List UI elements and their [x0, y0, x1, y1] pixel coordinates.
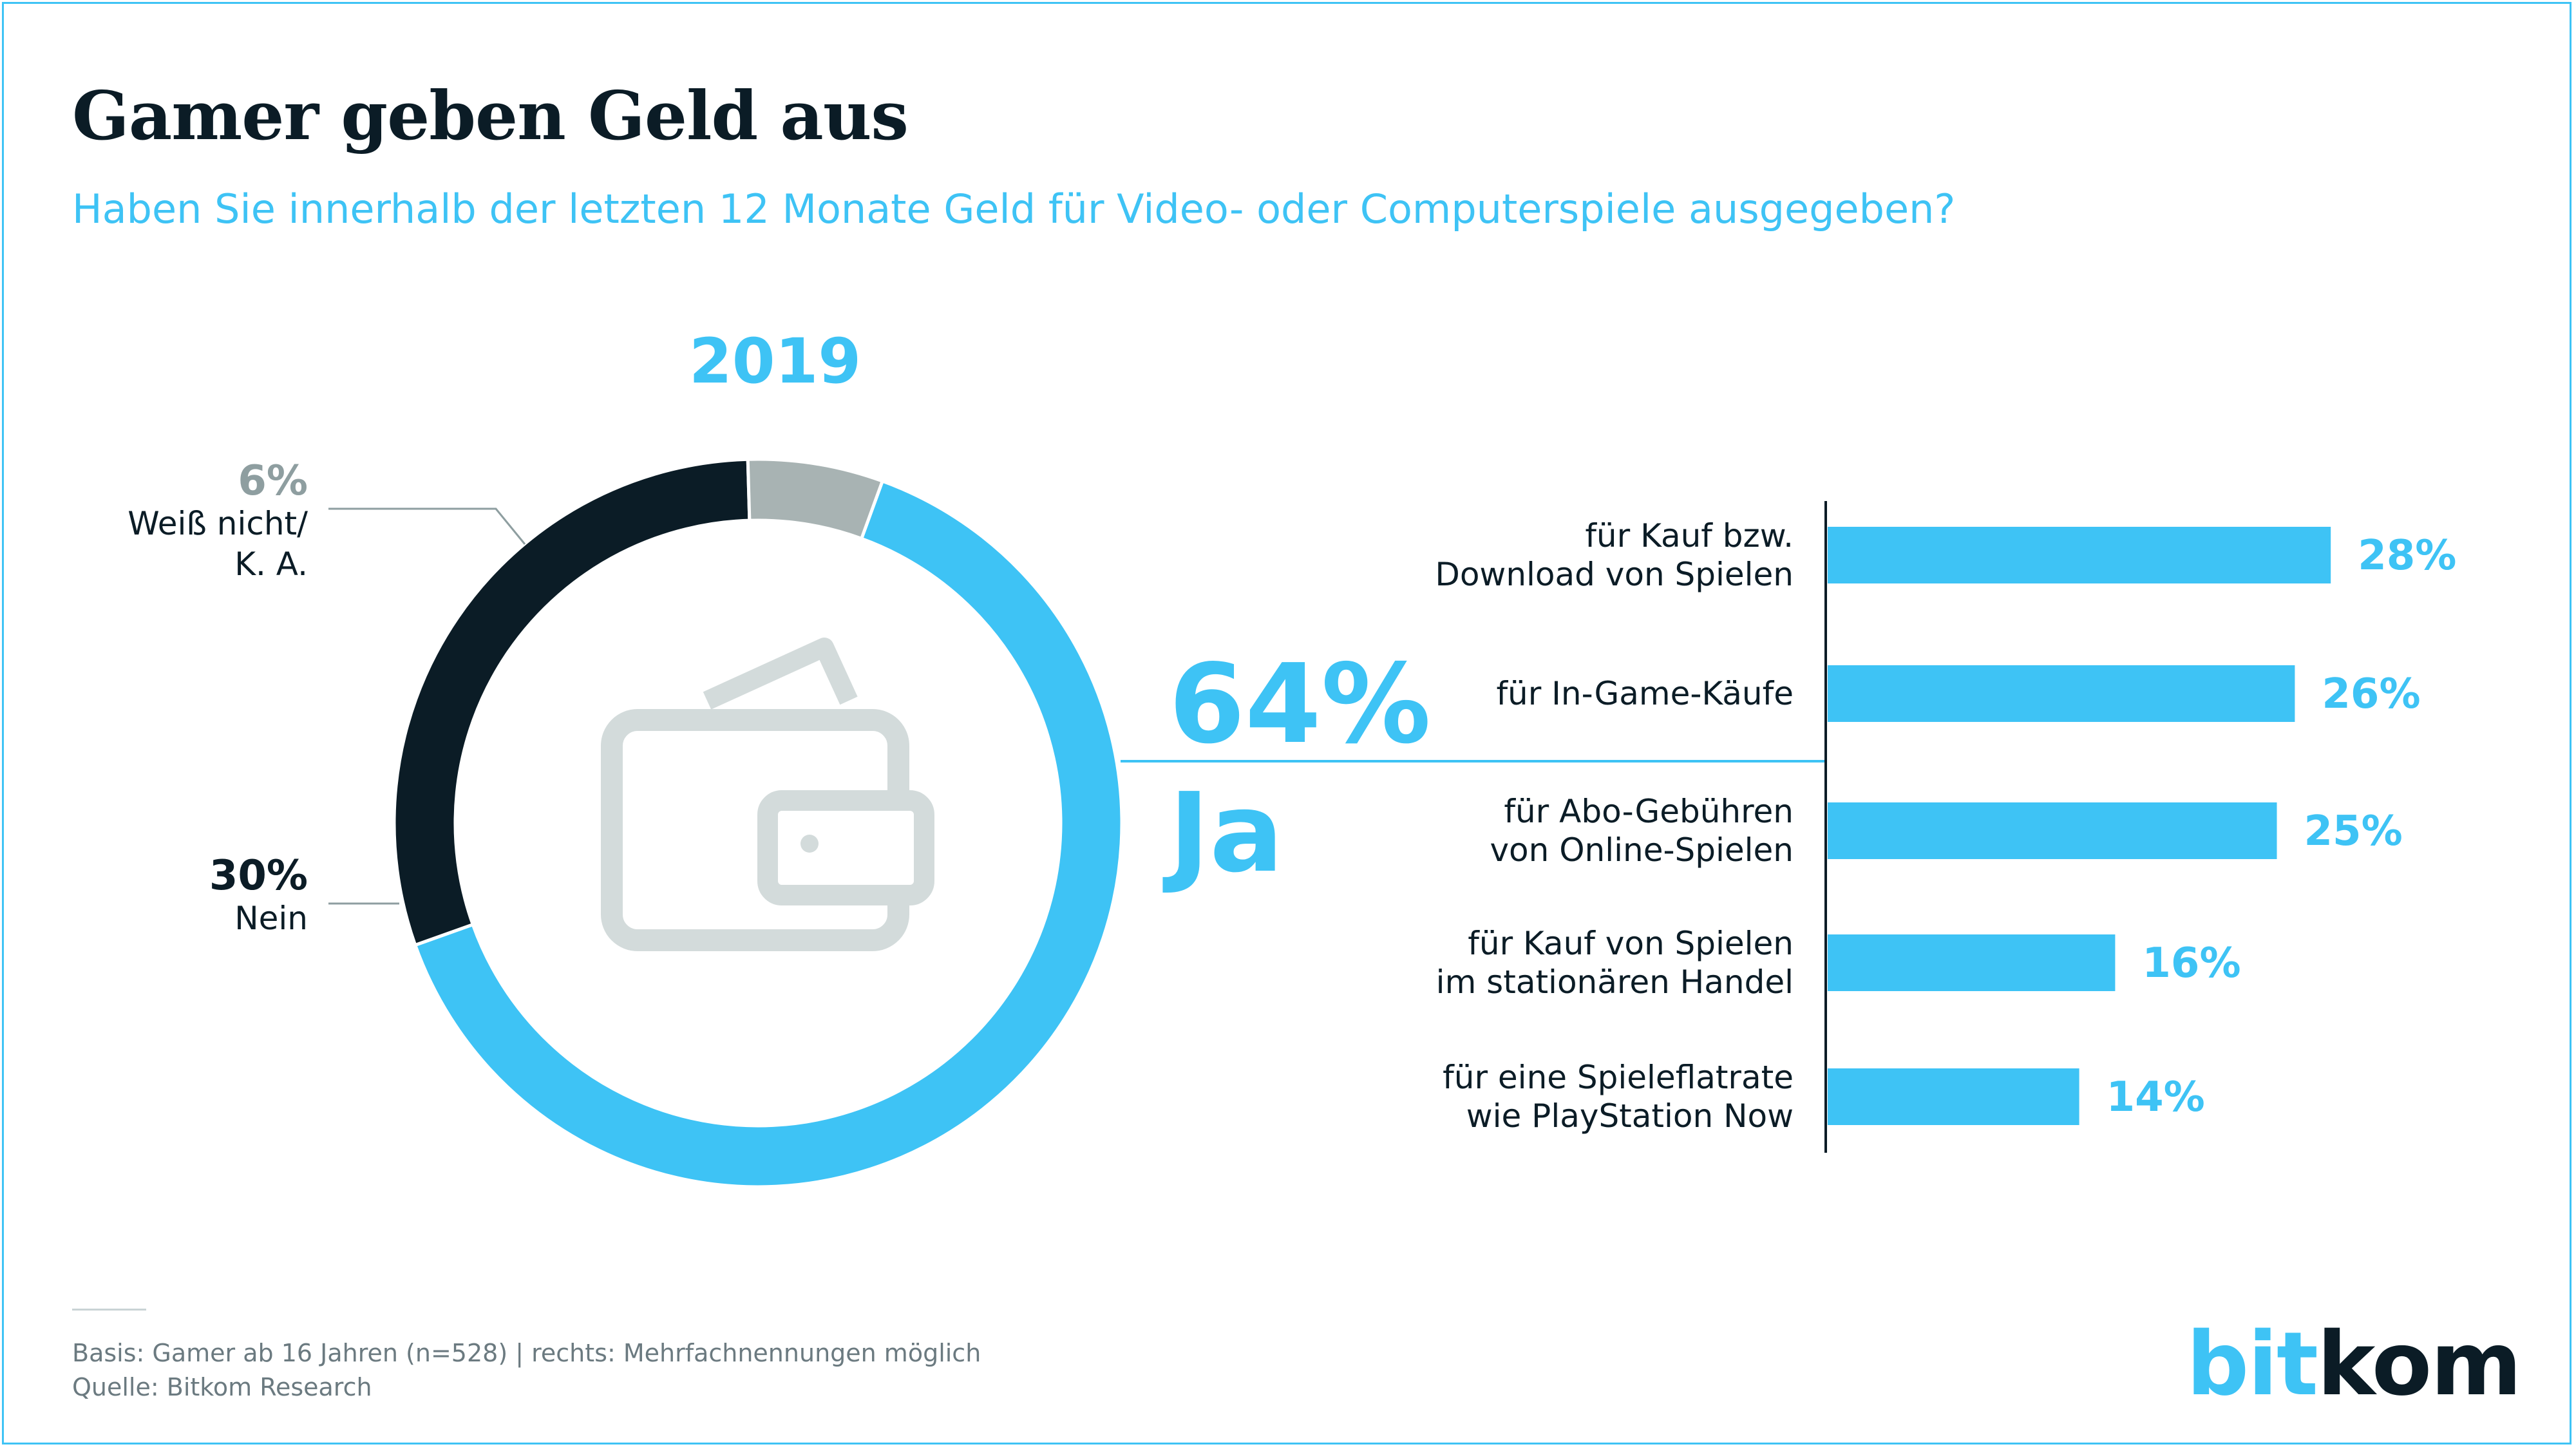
- bar-category-label: wie PlayStation Now: [1466, 1097, 1794, 1135]
- donut-slice-weiss-nicht: [746, 457, 885, 541]
- bar-category-label: für In-Game-Käufe: [1496, 675, 1794, 712]
- wallet-icon: [601, 638, 934, 951]
- bar-category-label: Download von Spielen: [1435, 556, 1794, 593]
- wallet-clasp: [757, 790, 934, 905]
- nein-label-group: 30% Nein: [209, 853, 308, 939]
- weiss-nicht-label-line1: Weiß nicht/: [128, 505, 308, 543]
- bar-value-label: 25%: [2304, 808, 2403, 855]
- wallet-flap: [703, 638, 858, 710]
- bitkom-logo: bitkom: [2186, 1314, 2522, 1416]
- bar-category-label: von Online-Spielen: [1490, 831, 1794, 869]
- leader-lines: [328, 507, 526, 905]
- bar: [1828, 1068, 2079, 1125]
- bar-value-label: 26%: [2322, 670, 2420, 718]
- nein-label: Nein: [234, 900, 308, 938]
- donut-slice-ja: [413, 478, 1124, 1189]
- chart-title: Gamer geben Geld aus: [72, 76, 909, 155]
- bar-category-label: für Kauf von Spielen: [1468, 925, 1794, 962]
- ja-label: Ja: [1169, 770, 1283, 897]
- bar: [1828, 934, 2116, 991]
- footer-divider: [72, 1309, 146, 1311]
- footer-source: Quelle: Bitkom Research: [72, 1373, 372, 1402]
- bar-category-label: für Kauf bzw.: [1585, 517, 1794, 554]
- donut-chart: [392, 457, 1124, 1189]
- weiss-nicht-label-line2: K. A.: [234, 545, 308, 583]
- footer: Basis: Gamer ab 16 Jahren (n=528) | rech…: [72, 1336, 981, 1405]
- weiss-nicht-value: 6%: [238, 457, 308, 505]
- donut-slice-nein: [392, 457, 752, 947]
- bar-category-label: für Abo-Gebühren: [1504, 793, 1794, 830]
- bar-value-label: 14%: [2107, 1074, 2205, 1121]
- bar: [1828, 665, 2295, 722]
- leader-weiss-nicht: [328, 507, 526, 545]
- footer-basis: Basis: Gamer ab 16 Jahren (n=528) | rech…: [72, 1339, 981, 1367]
- bar: [1828, 527, 2331, 583]
- wallet-dot: [800, 835, 819, 853]
- donut-year-label: 2019: [689, 325, 862, 397]
- weiss-nicht-label-group: 6% Weiß nicht/ K. A.: [128, 459, 308, 584]
- bar-category-label: im stationären Handel: [1436, 963, 1794, 1001]
- bar-category-label: für eine Spieleflatrate: [1443, 1059, 1794, 1096]
- logo-part-bit: bit: [2186, 1314, 2318, 1416]
- nein-value: 30%: [209, 852, 308, 900]
- bar-value-label: 28%: [2358, 532, 2456, 580]
- bar: [1828, 802, 2277, 859]
- bar-chart: 28% für Kauf bzw.Download von Spielen 26% f…: [1435, 517, 2456, 1135]
- chart-subtitle: Haben Sie innerhalb der letzten 12 Monat…: [72, 185, 1956, 232]
- ja-value: 64%: [1169, 641, 1431, 768]
- bar-value-label: 16%: [2142, 940, 2240, 987]
- logo-part-kom: kom: [2316, 1314, 2522, 1416]
